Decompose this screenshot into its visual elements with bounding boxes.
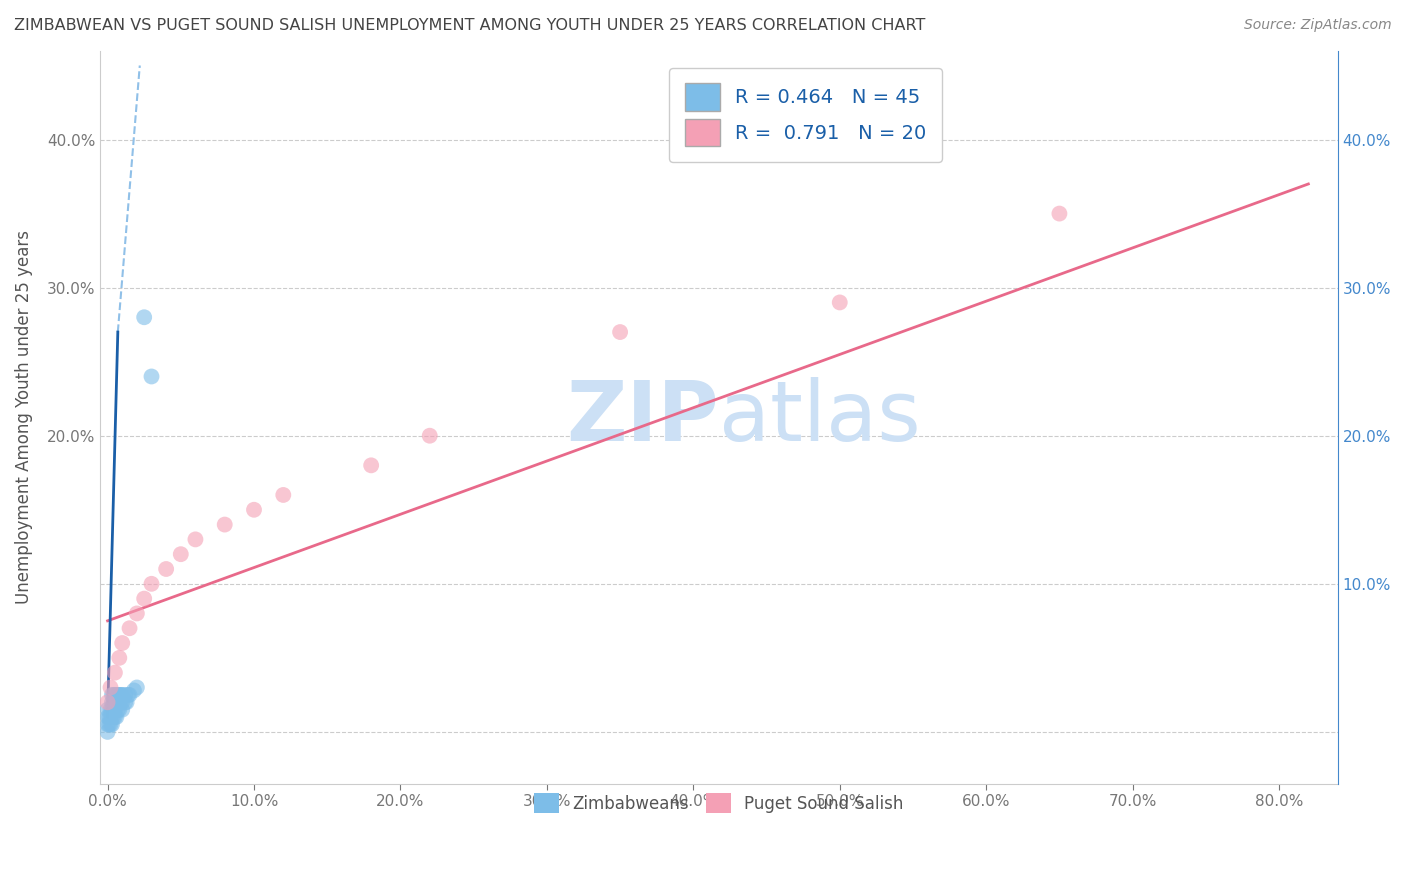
Point xyxy=(111,695,134,709)
Point xyxy=(111,688,134,702)
Point xyxy=(155,562,177,576)
Point xyxy=(103,695,125,709)
Point xyxy=(108,688,131,702)
Point xyxy=(101,695,124,709)
Point xyxy=(1047,206,1070,220)
Point xyxy=(141,576,163,591)
Point xyxy=(97,725,120,739)
Point xyxy=(107,688,129,702)
Point xyxy=(100,710,122,724)
Point xyxy=(243,502,266,516)
Text: ZIP: ZIP xyxy=(567,376,718,458)
Point xyxy=(105,688,128,702)
Point xyxy=(101,710,124,724)
Point xyxy=(105,710,128,724)
Point xyxy=(104,710,127,724)
Point xyxy=(101,717,124,731)
Point xyxy=(100,703,122,717)
Point xyxy=(184,533,207,547)
Point xyxy=(111,703,134,717)
Point xyxy=(101,703,124,717)
Point xyxy=(98,710,121,724)
Point xyxy=(111,636,134,650)
Text: atlas: atlas xyxy=(718,376,921,458)
Point xyxy=(828,295,851,310)
Point xyxy=(108,695,131,709)
Text: Source: ZipAtlas.com: Source: ZipAtlas.com xyxy=(1244,18,1392,32)
Point xyxy=(214,517,236,532)
Point xyxy=(103,710,125,724)
Point xyxy=(100,717,122,731)
Point xyxy=(419,428,441,442)
Point xyxy=(125,607,148,621)
Point xyxy=(134,310,156,325)
Point xyxy=(110,695,132,709)
Point xyxy=(141,369,163,384)
Point xyxy=(101,688,124,702)
Point xyxy=(360,458,382,473)
Point xyxy=(125,681,148,695)
Point xyxy=(104,688,127,702)
Point xyxy=(134,591,156,606)
Point xyxy=(97,710,120,724)
Point xyxy=(115,695,138,709)
Point xyxy=(97,703,120,717)
Point xyxy=(108,651,131,665)
Point xyxy=(118,688,141,702)
Point xyxy=(122,683,145,698)
Point xyxy=(104,665,127,680)
Point xyxy=(170,547,193,561)
Point xyxy=(609,325,631,339)
Point xyxy=(97,717,120,731)
Point xyxy=(108,703,131,717)
Y-axis label: Unemployment Among Youth under 25 years: Unemployment Among Youth under 25 years xyxy=(15,230,32,604)
Point xyxy=(103,703,125,717)
Point xyxy=(104,703,127,717)
Point xyxy=(100,681,122,695)
Point xyxy=(107,703,129,717)
Legend: Zimbabweans, Puget Sound Salish: Zimbabweans, Puget Sound Salish xyxy=(522,780,917,827)
Point xyxy=(97,695,120,709)
Point xyxy=(114,695,136,709)
Point xyxy=(103,688,125,702)
Point xyxy=(104,695,127,709)
Point xyxy=(114,688,136,702)
Point xyxy=(117,688,139,702)
Point xyxy=(105,695,128,709)
Point xyxy=(271,488,294,502)
Point xyxy=(98,717,121,731)
Text: ZIMBABWEAN VS PUGET SOUND SALISH UNEMPLOYMENT AMONG YOUTH UNDER 25 YEARS CORRELA: ZIMBABWEAN VS PUGET SOUND SALISH UNEMPLO… xyxy=(14,18,925,33)
Point xyxy=(110,688,132,702)
Point xyxy=(118,621,141,635)
Point xyxy=(107,695,129,709)
